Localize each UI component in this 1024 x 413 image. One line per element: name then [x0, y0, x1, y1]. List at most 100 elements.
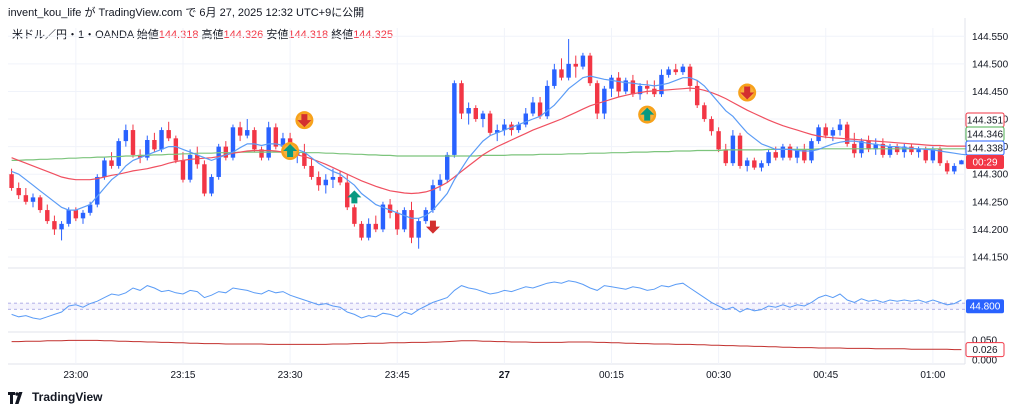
- candle-body: [259, 149, 264, 158]
- candle-body: [744, 160, 750, 166]
- candle-body: [230, 127, 236, 158]
- ohlc-legend: 米ドル／円・1・OANDA 始値144.318 高値144.326 安値144.…: [12, 26, 393, 42]
- candle-body: [387, 204, 393, 213]
- header-published-suffix: に公開: [331, 7, 365, 19]
- candle-body: [773, 152, 778, 158]
- buy-signal-arrow: [638, 105, 657, 124]
- author-name[interactable]: invent_kou_life: [8, 7, 82, 19]
- candle-body: [9, 174, 14, 188]
- candle-body: [959, 160, 964, 165]
- candle-body: [916, 149, 921, 153]
- sell-signal-arrow: [295, 111, 314, 130]
- time-tick-label: 00:45: [813, 370, 838, 381]
- candle-body: [459, 83, 464, 114]
- up-arrow-icon: [283, 144, 298, 158]
- candle-body: [823, 127, 828, 136]
- candle-body: [494, 130, 500, 133]
- candle-body: [180, 160, 186, 180]
- close-label: 終値: [331, 29, 354, 41]
- sell-signal-arrow: [425, 220, 440, 234]
- lower-indicator-line: [11, 339, 962, 351]
- candle-body: [573, 63, 578, 67]
- price-tag-label: 144.351: [967, 116, 1004, 127]
- candle-body: [137, 154, 143, 158]
- candle-body: [702, 105, 707, 120]
- candle-body: [616, 77, 621, 92]
- candle-body: [16, 188, 21, 196]
- candle-body: [45, 210, 50, 222]
- rsi-band: [8, 303, 965, 310]
- candle-body: [23, 195, 29, 202]
- candle-body: [644, 85, 650, 89]
- candle-body: [437, 179, 443, 186]
- candle-body: [187, 154, 193, 180]
- candle-body: [780, 146, 786, 158]
- price-tag: 144.338: [965, 140, 1005, 156]
- open-label: 始値: [136, 29, 159, 41]
- candle-body: [380, 204, 386, 230]
- candle-body: [587, 55, 593, 84]
- tradingview-logo-icon: [8, 391, 23, 404]
- tradingview-footer[interactable]: TradingView: [8, 390, 102, 404]
- candle-body: [594, 83, 600, 114]
- low-value: 144.318: [288, 29, 329, 41]
- candle-body: [145, 140, 150, 158]
- countdown-tag-label: 00:29: [972, 158, 997, 169]
- lower-tag-label: 0.026: [972, 345, 997, 356]
- candle-body: [580, 55, 586, 67]
- candle-body: [237, 127, 243, 136]
- price-tick-label: 144.300: [972, 170, 1009, 181]
- price-tag: 144.346: [965, 126, 1005, 142]
- candle-body: [752, 160, 757, 168]
- candle-body: [609, 77, 614, 89]
- candle-body: [280, 138, 286, 147]
- candle-body: [723, 149, 728, 164]
- buy-signal-arrow: [347, 190, 362, 204]
- lower-tag: 0.026: [965, 342, 1005, 358]
- candle-body: [316, 176, 321, 186]
- candle-body: [502, 124, 507, 131]
- candle-body: [102, 160, 107, 177]
- price-tag-label: 144.346: [967, 130, 1004, 141]
- candle-body: [273, 127, 279, 147]
- candle-body: [716, 131, 721, 150]
- candle-body: [130, 130, 136, 155]
- candle-body: [59, 223, 64, 230]
- high-value: 144.326: [223, 29, 264, 41]
- price-tick-label: 144.500: [972, 59, 1009, 70]
- time-tick-label: 23:30: [278, 370, 303, 381]
- candle-body: [566, 63, 571, 78]
- candle-body: [952, 165, 957, 172]
- lower-tick-label: 0.000: [972, 356, 997, 367]
- candle-body: [80, 212, 86, 219]
- candle-body: [52, 221, 57, 230]
- price-tick-label: 144.250: [972, 197, 1009, 208]
- candle-body: [687, 66, 693, 86]
- candle-body: [395, 212, 400, 230]
- candle-body: [480, 113, 486, 120]
- time-tick-label: 01:00: [920, 370, 945, 381]
- candle-body: [552, 69, 557, 86]
- candle-body: [87, 204, 93, 213]
- candle-body: [837, 124, 843, 131]
- candle-body: [37, 197, 43, 211]
- candle-body: [73, 210, 79, 219]
- candle-body: [116, 141, 121, 166]
- candle-body: [559, 69, 564, 78]
- candle-body: [466, 108, 471, 114]
- close-value: 144.325: [353, 29, 393, 41]
- header-particle-ga: が: [84, 7, 96, 19]
- candle-body: [416, 221, 421, 238]
- site-name[interactable]: TradingView.com: [98, 7, 183, 19]
- candle-body: [830, 130, 836, 136]
- up-arrow-icon: [347, 190, 362, 204]
- open-value: 144.318: [158, 29, 199, 41]
- candle-body: [266, 127, 271, 158]
- up-arrow-icon: [640, 107, 655, 121]
- candle-body: [30, 197, 36, 202]
- candle-body: [245, 130, 250, 136]
- candle-body: [159, 130, 164, 150]
- price-tick-label: 144.450: [972, 87, 1009, 98]
- candle-body: [816, 127, 821, 142]
